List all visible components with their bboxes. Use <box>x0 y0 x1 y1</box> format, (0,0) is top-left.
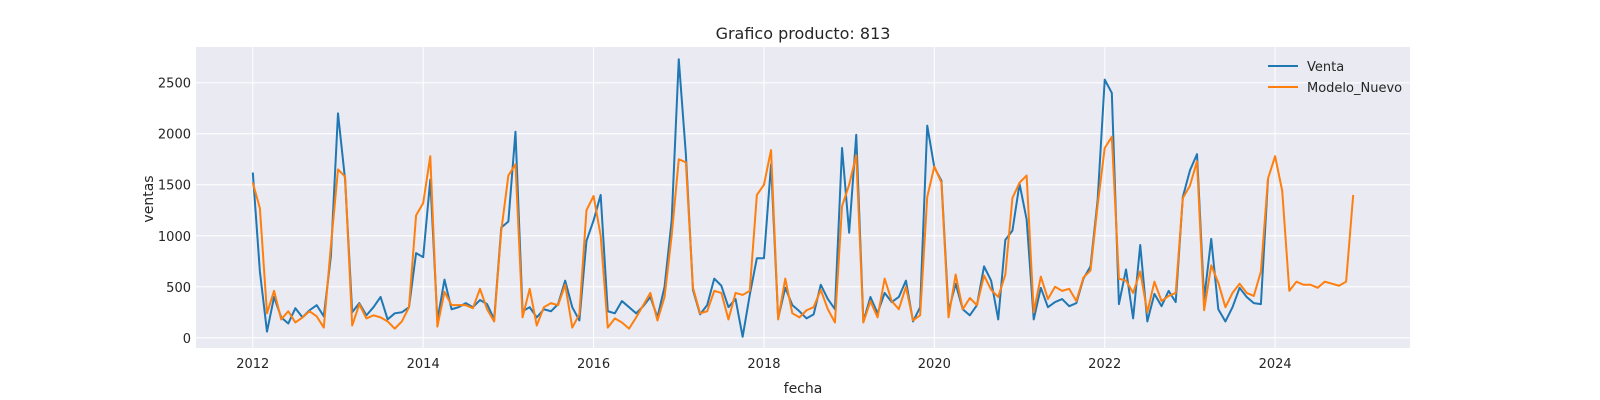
legend-label-venta: Venta <box>1307 60 1344 75</box>
legend: Venta Modelo_Nuevo <box>1268 60 1402 96</box>
x-tick-label: 2014 <box>407 357 440 372</box>
legend-label-modelo-nuevo: Modelo_Nuevo <box>1307 81 1402 96</box>
y-tick-label: 1000 <box>158 230 191 245</box>
y-tick-label: 2500 <box>158 77 191 92</box>
x-tick-label: 2022 <box>1088 357 1121 372</box>
y-tick-label: 1500 <box>158 179 191 194</box>
x-tick-label: 2012 <box>236 357 269 372</box>
x-tick-label: 2018 <box>747 357 780 372</box>
series-layer <box>251 58 1355 338</box>
x-axis-label: fecha <box>784 381 823 397</box>
x-tick-label: 2024 <box>1259 357 1292 372</box>
y-tick-label: 0 <box>183 332 191 347</box>
chart-title: Grafico producto: 813 <box>716 24 891 43</box>
y-tick-label: 500 <box>166 281 191 296</box>
x-tick-label: 2020 <box>918 357 951 372</box>
y-tick-labels: 0 500 1000 1500 2000 2500 <box>158 77 191 347</box>
series-line-modelo-nuevo <box>251 135 1355 330</box>
x-tick-label: 2016 <box>577 357 610 372</box>
y-tick-label: 2000 <box>158 128 191 143</box>
series-line-venta <box>251 58 1270 338</box>
y-axis-label: ventas <box>141 175 157 222</box>
plot-area <box>196 47 1410 348</box>
gridlines <box>196 47 1410 348</box>
x-tick-labels: 2012 2014 2016 2018 2020 2022 2024 <box>236 357 1291 372</box>
